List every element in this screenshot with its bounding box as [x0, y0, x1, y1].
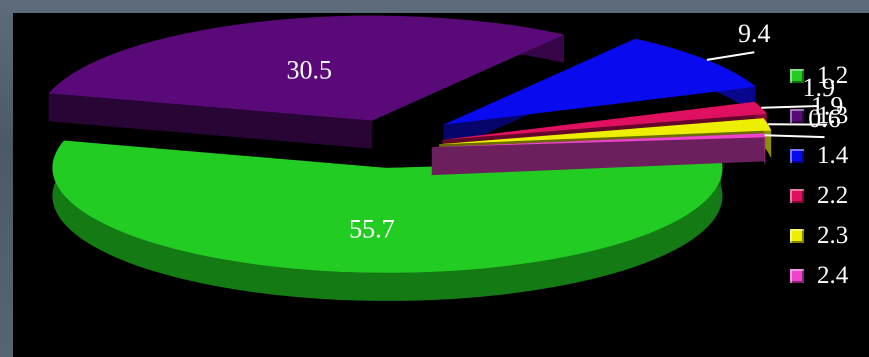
legend-swatch — [790, 109, 804, 123]
data-label-2-4: 0.6 — [808, 104, 841, 133]
legend-item: 2.3 — [790, 216, 848, 256]
data-label-1-2: 55.7 — [349, 214, 395, 243]
legend-label: 1.4 — [817, 142, 849, 169]
legend-label: 2.3 — [817, 222, 849, 249]
legend-swatch — [790, 189, 804, 203]
leader-line-1-4 — [706, 51, 755, 61]
legend-label: 1.3 — [817, 102, 849, 129]
pie-slice-2-4-side — [763, 133, 766, 166]
legend-label: 2.4 — [817, 262, 849, 289]
legend-item: 1.2 — [790, 56, 848, 96]
pie-slice-2-4 — [431, 133, 766, 148]
legend-item: 1.4 — [790, 136, 848, 176]
legend-item: 1.3 — [790, 96, 848, 136]
data-label-1-3: 30.5 — [287, 55, 333, 84]
legend-swatch — [790, 149, 804, 163]
pie-slice-1-2 — [52, 140, 723, 273]
pie-slice-1-3 — [48, 15, 564, 121]
legend-swatch — [790, 69, 804, 83]
legend-item: 2.2 — [790, 176, 848, 216]
pie-slice-1-2-side — [52, 140, 723, 301]
pie-slice-2-3 — [439, 118, 772, 145]
legend-swatch — [790, 269, 804, 283]
pie-slice-1-3-wall — [48, 93, 373, 149]
data-label-1-4: 9.4 — [738, 19, 771, 48]
legend-item: 2.4 — [790, 256, 848, 296]
legend: 1.2 1.3 1.4 2.2 2.3 2.4 — [790, 56, 848, 296]
pie-slice-2-2 — [442, 101, 767, 140]
legend-label: 2.2 — [817, 182, 849, 209]
leader-line-2-4 — [764, 134, 825, 139]
legend-label: 1.2 — [817, 62, 849, 89]
data-label-2-3: 1.9 — [811, 92, 844, 121]
data-label-2-2: 1.9 — [802, 73, 835, 102]
pie-slice-1-4 — [443, 38, 756, 125]
legend-swatch — [790, 229, 804, 243]
leader-line-2-2 — [761, 104, 819, 109]
